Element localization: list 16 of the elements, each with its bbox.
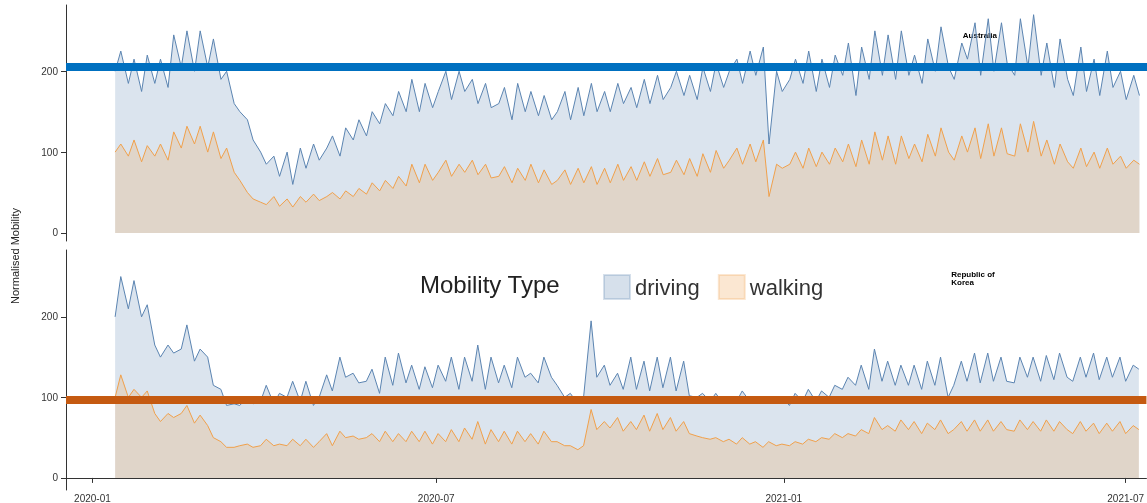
y-tick-label: 0 [52,472,59,484]
x-tick-label: 2021-01 [765,492,803,503]
x-tick-label: 2020-01 [74,492,112,503]
y-axis-title: Normalised Mobility [9,207,21,306]
y-tick-label: 0 [52,227,59,239]
legend-label: driving [635,274,700,300]
legend-label: walking [748,274,824,300]
y-tick-label: 100 [41,391,59,403]
x-tick-label: 2020-07 [417,492,455,503]
legend-title: Mobility Type [420,270,560,298]
x-tick-label: 2021-07 [1107,492,1145,503]
y-tick-label: 200 [41,65,59,77]
y-tick-label: 200 [41,311,59,323]
y-tick-label: 100 [41,146,59,158]
annotation: Australia [962,30,998,40]
annotation: Republic of Korea [951,269,997,287]
